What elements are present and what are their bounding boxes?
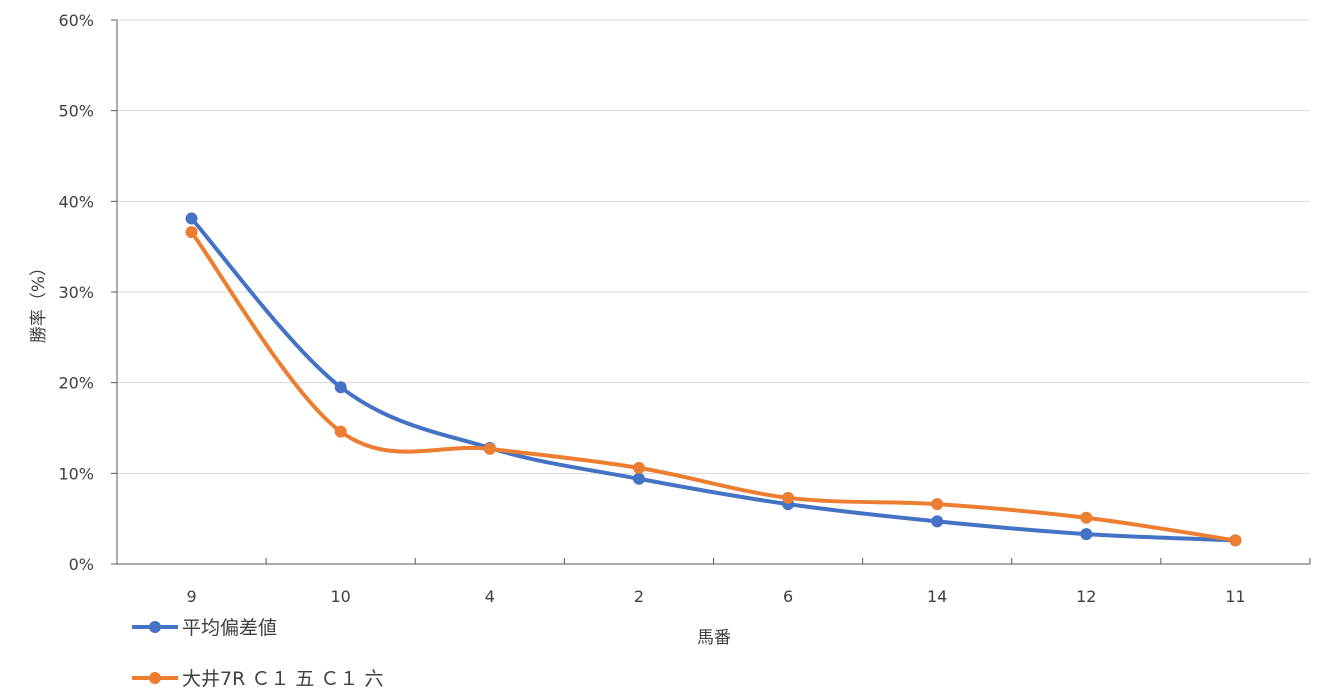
y-tick-label: 20% bbox=[58, 374, 94, 393]
x-tick-label: 12 bbox=[1076, 587, 1096, 606]
data-point bbox=[334, 381, 347, 394]
data-point bbox=[632, 461, 645, 474]
x-tick-label: 2 bbox=[634, 587, 644, 606]
y-tick-label: 30% bbox=[58, 283, 94, 302]
x-tick-label: 9 bbox=[186, 587, 196, 606]
y-tick-label: 40% bbox=[58, 192, 94, 211]
legend-item-series-2: 大井7R Ｃ１ 五 Ｃ１ 六 bbox=[132, 668, 383, 690]
series-layer bbox=[185, 212, 1242, 547]
data-point bbox=[334, 425, 347, 438]
legend-marker-series-1 bbox=[149, 621, 161, 633]
axes bbox=[111, 19, 1311, 565]
legend-label-series-1: 平均偏差値 bbox=[182, 617, 277, 639]
y-tick-label: 50% bbox=[58, 102, 94, 121]
data-point bbox=[1080, 511, 1093, 524]
y-axis-title: 勝率（%） bbox=[29, 259, 49, 343]
data-point bbox=[782, 491, 795, 504]
data-point bbox=[931, 498, 944, 511]
data-point bbox=[185, 226, 198, 239]
y-tick-label: 0% bbox=[69, 555, 94, 574]
gridlines bbox=[117, 19, 1310, 474]
data-point bbox=[185, 212, 198, 225]
series-2 bbox=[185, 226, 1242, 547]
x-tick-label: 11 bbox=[1225, 587, 1245, 606]
y-tick-label: 60% bbox=[58, 11, 94, 30]
series-line bbox=[189, 216, 1238, 543]
x-axis-tick-labels: 9 10 4 2 6 14 12 11 bbox=[186, 587, 1245, 606]
y-tick-label: 10% bbox=[58, 464, 94, 483]
legend-item-series-1: 平均偏差値 bbox=[132, 617, 277, 639]
series-1 bbox=[185, 212, 1242, 547]
y-axis-tick-labels: 0% 10% 20% 30% 40% 50% 60% bbox=[58, 11, 94, 574]
data-point bbox=[632, 472, 645, 485]
x-tick-label: 14 bbox=[927, 587, 947, 606]
x-tick-label: 4 bbox=[485, 587, 495, 606]
data-point bbox=[1229, 534, 1242, 547]
data-point bbox=[483, 442, 496, 455]
legend: 平均偏差値 大井7R Ｃ１ 五 Ｃ１ 六 bbox=[132, 617, 383, 690]
x-axis-title: 馬番 bbox=[697, 628, 731, 648]
x-tick-label: 6 bbox=[783, 587, 793, 606]
data-point bbox=[931, 515, 944, 528]
legend-marker-series-2 bbox=[149, 672, 161, 684]
x-tick-label: 10 bbox=[331, 587, 351, 606]
data-point bbox=[1080, 528, 1093, 541]
legend-label-series-2: 大井7R Ｃ１ 五 Ｃ１ 六 bbox=[182, 668, 383, 690]
